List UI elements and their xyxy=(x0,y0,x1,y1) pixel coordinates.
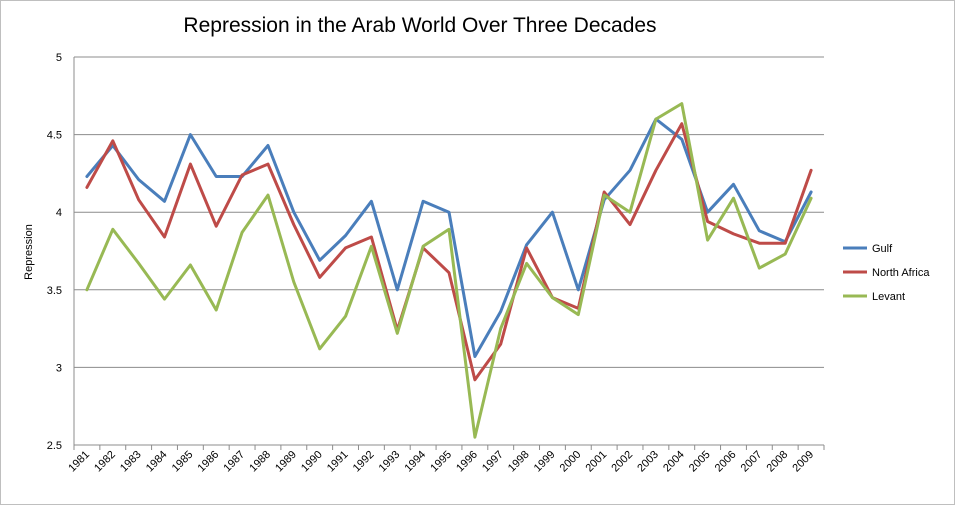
y-tick-label: 5 xyxy=(56,52,62,64)
x-tick-label: 1995 xyxy=(428,449,454,475)
y-tick-label: 3.5 xyxy=(47,285,62,297)
x-tick-label: 1982 xyxy=(92,449,118,475)
x-tick-label: 1990 xyxy=(299,449,325,475)
x-tick-label: 1985 xyxy=(170,449,196,475)
x-tick-label: 1998 xyxy=(506,449,532,475)
legend-label: Levant xyxy=(872,291,905,303)
x-tick-label: 1996 xyxy=(454,449,480,475)
y-axis-label: Repression xyxy=(23,224,35,280)
x-tick-label: 1997 xyxy=(480,449,506,475)
x-tick-label: 1986 xyxy=(196,449,222,475)
x-tick-label: 2004 xyxy=(661,449,687,475)
x-tick-label: 1981 xyxy=(66,449,92,475)
x-tick-label: 1992 xyxy=(351,449,377,475)
x-tick-label: 1988 xyxy=(247,449,273,475)
y-tick-label: 3 xyxy=(56,362,62,374)
x-tick-label: 1993 xyxy=(377,449,403,475)
x-tick-label: 2007 xyxy=(739,449,765,475)
x-tick-label: 1983 xyxy=(118,449,144,475)
legend-label: North Africa xyxy=(872,267,930,279)
x-tick-label: 1991 xyxy=(325,449,351,475)
x-tick-label: 1987 xyxy=(221,449,247,475)
x-tick-label: 2002 xyxy=(609,449,635,475)
series-line-gulf xyxy=(85,117,813,358)
y-tick-label: 4 xyxy=(56,207,62,219)
y-tick-label: 2.5 xyxy=(47,440,62,452)
x-tick-label: 1999 xyxy=(532,449,558,475)
series-line-levant xyxy=(85,102,813,439)
x-tick-label: 2009 xyxy=(790,449,816,475)
y-tick-label: 4.5 xyxy=(47,130,62,142)
x-tick-label: 2008 xyxy=(765,449,791,475)
x-tick-label: 2000 xyxy=(558,449,584,475)
x-tick-label: 1989 xyxy=(273,449,299,475)
x-tick-label: 2003 xyxy=(635,449,661,475)
x-tick-label: 2006 xyxy=(713,449,739,475)
legend-label: Gulf xyxy=(872,243,893,255)
x-tick-label: 2005 xyxy=(687,449,713,475)
x-tick-label: 1994 xyxy=(402,449,428,475)
chart-title: Repression in the Arab World Over Three … xyxy=(183,14,657,37)
series-line-north-africa xyxy=(85,122,813,382)
x-tick-label: 2001 xyxy=(583,449,609,475)
x-tick-label: 1984 xyxy=(144,449,170,475)
